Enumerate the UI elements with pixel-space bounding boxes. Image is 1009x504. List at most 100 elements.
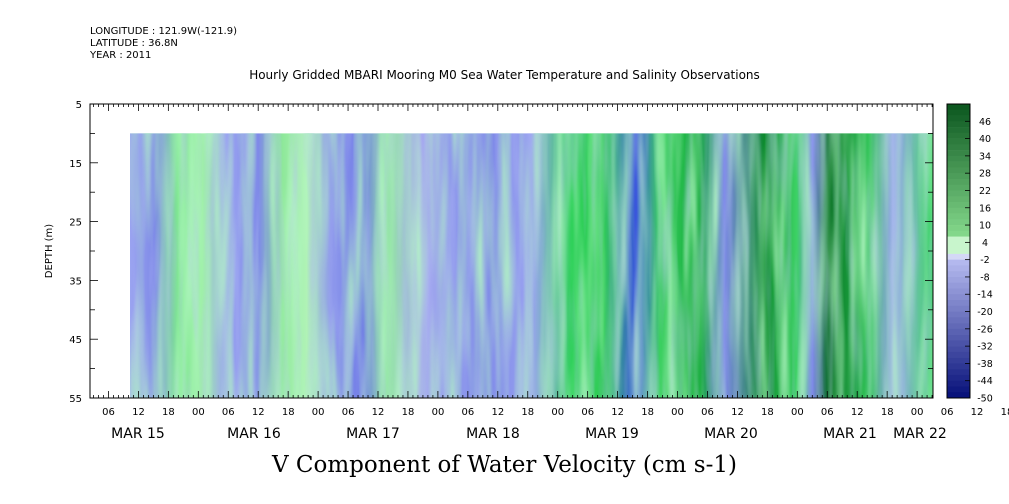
- colorbar-segment: [947, 253, 970, 260]
- x-day-label: MAR 20: [704, 426, 758, 442]
- colorbar-segment: [947, 248, 970, 255]
- colorbar-segment: [947, 132, 970, 139]
- colorbar-segment: [947, 392, 970, 399]
- colorbar-label: -20: [977, 307, 993, 318]
- colorbar-segment: [947, 271, 970, 278]
- x-hour-labels: 06 12 18 00 06 12 18 00 06 12 18 00 06 12 18 00 06 12 18 00…: [102, 407, 1009, 418]
- colorbar-label: 16: [979, 203, 991, 214]
- colorbar-segment: [947, 294, 970, 301]
- x-hour-label: 00: [312, 407, 325, 418]
- colorbar-segment: [947, 115, 970, 122]
- colorbar-label: 22: [979, 186, 991, 197]
- y-tick-label: 45: [69, 335, 82, 346]
- x-hour-label: 12: [252, 407, 265, 418]
- colorbar-segment: [947, 305, 970, 312]
- x-hour-label: 00: [192, 407, 205, 418]
- colorbar-label: 10: [979, 221, 991, 232]
- latitude-label: LATITUDE : 36.8N: [90, 38, 178, 49]
- colorbar-segment: [947, 276, 970, 284]
- x-hour-label: 12: [731, 407, 744, 418]
- y-tick-label: 5: [76, 100, 82, 111]
- colorbar-label: -38: [977, 359, 993, 370]
- x-day-label: MAR 19: [585, 426, 639, 442]
- colorbar-segment: [947, 190, 970, 197]
- colorbar-segment: [947, 380, 970, 387]
- x-day-label: MAR 21: [823, 426, 877, 442]
- colorbar-segment: [947, 357, 970, 364]
- colorbar-segment: [947, 328, 970, 335]
- colorbar-label: -8: [980, 272, 989, 283]
- colorbar-segment: [947, 109, 970, 116]
- x-hour-label: 18: [162, 407, 175, 418]
- colorbar-segment: [947, 155, 970, 162]
- colorbar-label: 34: [979, 151, 991, 162]
- colorbar-segment: [947, 317, 970, 324]
- x-day-label: MAR 15: [111, 426, 165, 442]
- x-hour-label: 18: [521, 407, 534, 418]
- colorbar-segment: [947, 259, 970, 266]
- colorbar-segment: [947, 369, 970, 376]
- x-hour-label: 12: [491, 407, 504, 418]
- x-hour-label: 00: [551, 407, 564, 418]
- x-hour-label: 12: [971, 407, 984, 418]
- colorbar-segment: [947, 230, 970, 237]
- colorbar-segment: [947, 196, 970, 203]
- colorbar-segment: [947, 300, 970, 307]
- x-hour-label: 00: [791, 407, 804, 418]
- y-tick-label: 55: [69, 394, 82, 405]
- x-day-label: MAR 17: [346, 426, 400, 442]
- axis-ticks: [90, 103, 933, 399]
- x-hour-label: 18: [761, 407, 774, 418]
- colorbar-label: -50: [977, 394, 993, 405]
- colorbar-segment: [947, 323, 970, 330]
- y-tick-labels: 5 15 25 35 45 55: [69, 100, 82, 405]
- colorbar-label: -26: [977, 324, 993, 335]
- colorbar-segment: [947, 242, 970, 249]
- colorbar-segment: [947, 236, 970, 243]
- colorbar-segment: [947, 363, 970, 370]
- chart-title: Hourly Gridded MBARI Mooring M0 Sea Wate…: [249, 68, 760, 82]
- colorbar: 46 40 34 28 22 16 10 4 -2 -8 -14 -20 -26 -32 -38 -44 -50: [946, 103, 993, 405]
- colorbar-segment: [947, 386, 970, 393]
- colorbar-segment: [947, 178, 970, 186]
- colorbar-segment: [947, 351, 970, 358]
- colorbar-segment: [947, 104, 970, 111]
- colorbar-label: -2: [980, 255, 989, 266]
- colorbar-segment: [947, 173, 970, 180]
- colorbar-segment: [947, 346, 970, 353]
- longitude-label: LONGITUDE : 121.9W(-121.9): [90, 26, 237, 37]
- colorbar-segment: [947, 219, 970, 226]
- colorbar-segment: [947, 288, 970, 295]
- colorbar-segment: [947, 121, 970, 128]
- x-hour-label: 18: [282, 407, 295, 418]
- x-day-labels: MAR 15 MAR 16 MAR 17 MAR 18 MAR 19 MAR 20 MAR …: [111, 426, 947, 442]
- x-hour-label: 18: [402, 407, 415, 418]
- colorbar-segment: [947, 225, 970, 232]
- colorbar-label: -32: [977, 342, 993, 353]
- x-hour-label: 06: [701, 407, 714, 418]
- colorbar-frame: [946, 103, 971, 399]
- x-hour-label: 00: [671, 407, 684, 418]
- x-hour-label: 06: [941, 407, 954, 418]
- year-label: YEAR : 2011: [90, 50, 152, 61]
- colorbar-segment: [947, 207, 970, 214]
- colorbar-segment: [947, 184, 970, 191]
- colorbar-label: -44: [977, 376, 993, 387]
- heatmap-texture-blue: [130, 133, 933, 398]
- x-hour-label: 06: [462, 407, 475, 418]
- colorbar-segment: [947, 127, 970, 134]
- x-hour-label: 18: [1001, 407, 1009, 418]
- x-hour-label: 06: [102, 407, 115, 418]
- x-hour-label: 00: [911, 407, 924, 418]
- colorbar-label: -14: [977, 290, 993, 301]
- colorbar-segment: [947, 144, 970, 151]
- colorbar-segment: [947, 167, 970, 174]
- colorbar-segment: [947, 311, 970, 318]
- colorbar-segment: [947, 265, 970, 272]
- colorbar-label: 4: [982, 238, 988, 249]
- colorbar-segment: [947, 138, 970, 145]
- x-day-label: MAR 22: [893, 426, 947, 442]
- x-hour-label: 12: [372, 407, 385, 418]
- heatmap-field: [130, 133, 933, 398]
